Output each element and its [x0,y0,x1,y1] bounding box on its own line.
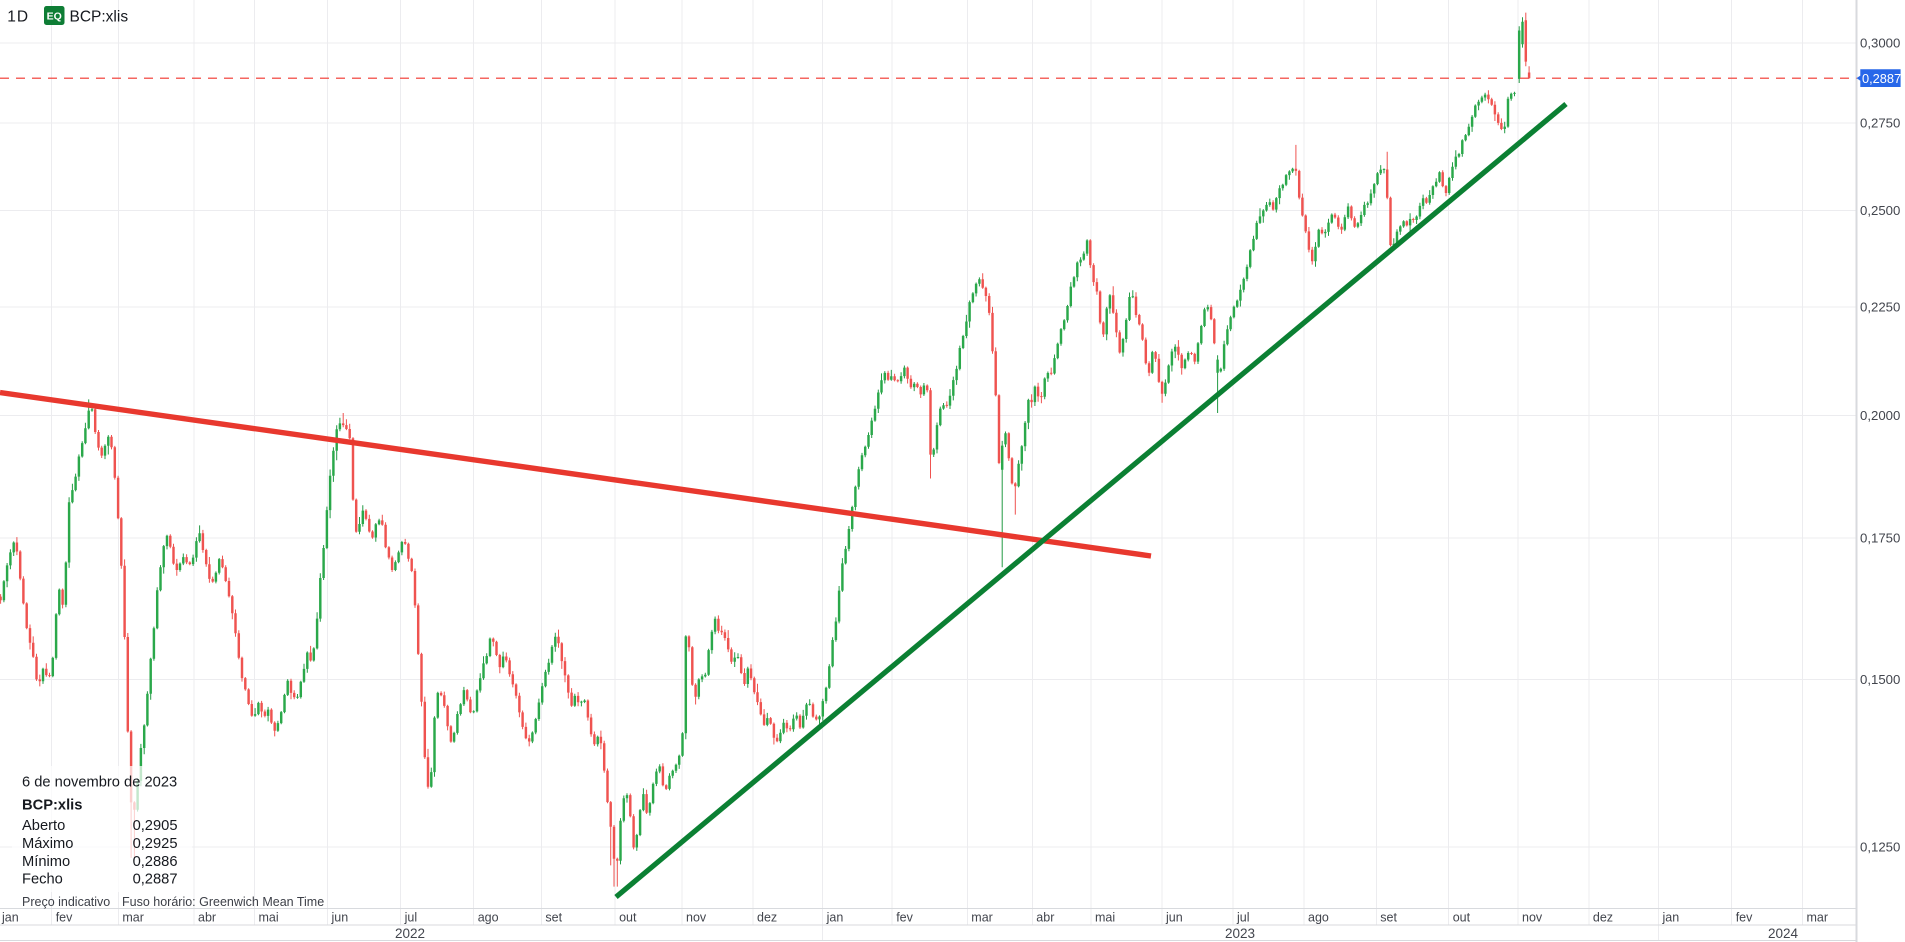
svg-text:0,1750: 0,1750 [1860,531,1900,546]
svg-text:fev: fev [1736,911,1753,925]
svg-text:Máximo: Máximo [22,836,73,852]
svg-text:Fuso horário: Greenwich Mean T: Fuso horário: Greenwich Mean Time [122,895,324,909]
svg-text:0,3000: 0,3000 [1860,36,1900,51]
svg-text:0,2886: 0,2886 [133,854,178,870]
svg-text:jan: jan [1,911,19,925]
svg-text:0,2887: 0,2887 [1862,71,1901,86]
svg-text:jul: jul [404,911,418,925]
svg-text:set: set [545,911,562,925]
svg-text:EQ: EQ [47,11,62,23]
svg-text:abr: abr [1036,911,1054,925]
svg-text:fev: fev [896,911,913,925]
svg-text:nov: nov [1522,911,1543,925]
svg-text:Preço indicativo: Preço indicativo [22,895,110,909]
svg-text:jun: jun [331,911,349,925]
svg-text:jan: jan [1662,911,1680,925]
svg-text:out: out [619,911,637,925]
svg-text:0,2250: 0,2250 [1860,300,1900,315]
svg-text:0,1250: 0,1250 [1860,840,1900,855]
svg-text:jul: jul [1236,911,1250,925]
svg-text:D: D [17,9,28,26]
svg-text:jun: jun [1165,911,1183,925]
svg-text:0,2500: 0,2500 [1860,203,1900,218]
svg-text:2024: 2024 [1768,926,1799,941]
svg-text:BCP:xlis: BCP:xlis [70,9,129,26]
svg-text:fev: fev [56,911,73,925]
svg-text:0,2905: 0,2905 [133,818,178,834]
svg-text:Fecho: Fecho [22,872,63,888]
svg-text:abr: abr [198,911,216,925]
svg-text:set: set [1380,911,1397,925]
svg-text:0,2925: 0,2925 [133,836,178,852]
svg-text:mar: mar [971,911,993,925]
svg-text:out: out [1453,911,1471,925]
svg-text:2022: 2022 [395,926,425,941]
svg-text:ago: ago [478,911,499,925]
svg-text:mar: mar [1807,911,1829,925]
svg-text:2023: 2023 [1225,926,1255,941]
svg-text:0,2750: 0,2750 [1860,116,1900,131]
svg-text:1: 1 [7,9,16,26]
svg-text:mai: mai [1095,911,1115,925]
svg-text:0,1500: 0,1500 [1860,672,1900,687]
svg-text:ago: ago [1308,911,1329,925]
svg-text:mar: mar [122,911,144,925]
svg-text:mai: mai [259,911,279,925]
svg-text:6 de novembro de 2023: 6 de novembro de 2023 [22,775,177,791]
svg-text:dez: dez [757,911,777,925]
svg-text:dez: dez [1593,911,1613,925]
svg-text:Mínimo: Mínimo [22,854,70,870]
svg-text:jan: jan [826,911,844,925]
svg-text:0,2887: 0,2887 [133,872,178,888]
svg-text:0,2000: 0,2000 [1860,408,1900,423]
svg-text:BCP:xlis: BCP:xlis [22,798,82,814]
svg-text:Aberto: Aberto [22,818,65,834]
svg-text:nov: nov [686,911,707,925]
